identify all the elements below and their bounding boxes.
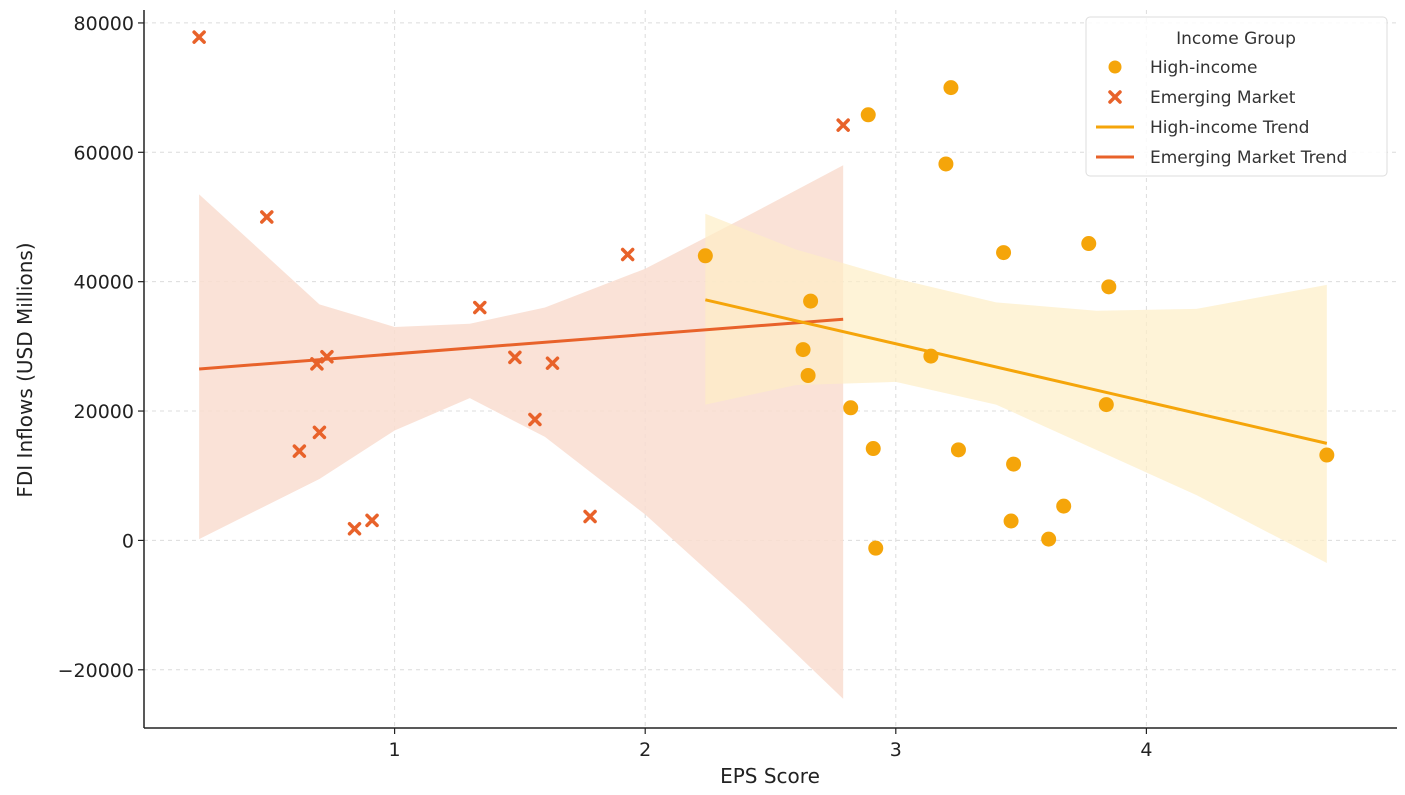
x-tick-label: 4	[1140, 739, 1152, 761]
data-point-high-income	[860, 107, 876, 123]
data-points	[192, 30, 1335, 556]
data-point-high-income	[1056, 498, 1072, 514]
y-axis-label: FDI Inflows (USD Millions)	[13, 242, 37, 497]
data-point-emerging	[365, 513, 379, 528]
data-point-emerging	[583, 509, 597, 524]
data-point-emerging	[545, 356, 560, 370]
legend-x-glyph	[1108, 90, 1122, 104]
legend-label-high-income: High-income	[1150, 58, 1257, 78]
data-point-high-income	[996, 245, 1012, 261]
data-point-emerging	[310, 357, 324, 371]
legend-label-emerging-trend: Emerging Market Trend	[1150, 148, 1347, 168]
data-point-emerging	[836, 118, 850, 132]
y-tick-label: 40000	[74, 272, 134, 294]
legend-marker-emerging	[1108, 90, 1122, 104]
data-point-high-income	[923, 348, 939, 364]
data-point-high-income	[1098, 397, 1114, 413]
trend-lines	[199, 298, 1328, 445]
x-axis-label: EPS Score	[720, 764, 820, 788]
legend-label-high-income-trend: High-income Trend	[1150, 118, 1309, 138]
data-point-emerging	[292, 444, 307, 458]
data-point-high-income	[1041, 531, 1057, 547]
trend-line-high-income	[705, 298, 1328, 445]
data-point-emerging	[312, 425, 327, 440]
data-point-emerging	[320, 349, 334, 364]
data-point-high-income	[1319, 447, 1335, 463]
trend-line-emerging	[199, 317, 844, 371]
data-point-high-income	[697, 248, 713, 264]
data-point-emerging	[528, 412, 542, 427]
legend-marker-high-income	[1108, 60, 1122, 74]
x-tick-label: 2	[639, 739, 651, 761]
data-point-high-income	[868, 540, 884, 556]
legend-label-emerging: Emerging Market	[1150, 88, 1296, 108]
y-tick-label: −20000	[58, 660, 134, 682]
y-tick-label: 0	[122, 530, 134, 552]
data-point-high-income	[795, 342, 811, 358]
legend-title: Income Group	[1176, 29, 1296, 49]
legend-box	[1085, 16, 1388, 177]
data-point-emerging	[620, 247, 635, 262]
data-point-high-income	[800, 367, 816, 383]
x-tick-label: 1	[389, 739, 401, 761]
tick-labels: 1 2 3 4 −20000 0 20000 40000 60000 80000	[58, 13, 1153, 761]
data-point-high-income	[1081, 236, 1097, 252]
data-point-emerging	[260, 210, 274, 224]
confidence-band-high-income	[705, 213, 1327, 564]
data-point-high-income	[865, 441, 881, 457]
data-point-high-income	[1006, 456, 1022, 472]
data-point-high-income	[943, 80, 959, 96]
confidence-band-emerging	[199, 165, 844, 699]
data-point-high-income	[950, 442, 966, 458]
data-point-emerging	[508, 350, 522, 365]
y-tick-label: 20000	[74, 401, 134, 423]
data-point-high-income	[843, 400, 859, 416]
data-point-high-income	[1003, 513, 1019, 529]
legend: Income Group High-income Emerging Market…	[1085, 16, 1388, 177]
confidence-bands	[199, 165, 1327, 699]
data-point-high-income	[803, 293, 819, 309]
data-point-high-income	[938, 156, 954, 172]
data-point-high-income	[1101, 279, 1117, 295]
data-point-emerging	[192, 30, 206, 44]
data-point-emerging	[473, 300, 487, 315]
y-tick-label: 60000	[74, 142, 134, 164]
axes	[138, 10, 1397, 734]
y-tick-label: 80000	[74, 13, 134, 35]
x-tick-label: 3	[890, 739, 902, 761]
data-point-emerging	[347, 522, 362, 536]
